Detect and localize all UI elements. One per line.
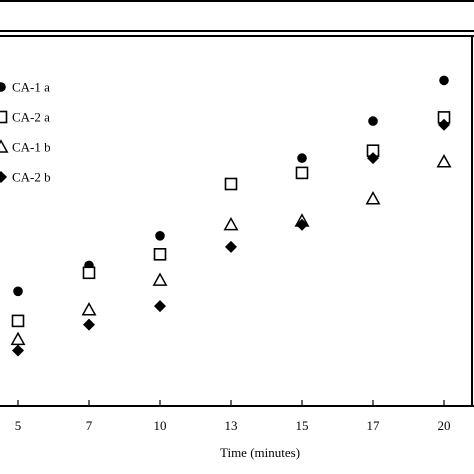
data-point xyxy=(365,191,381,205)
legend-label: CA-1 a xyxy=(12,80,50,95)
data-point xyxy=(368,116,378,126)
data-point xyxy=(225,240,237,253)
plot-frame xyxy=(0,35,474,407)
data-point xyxy=(82,266,96,280)
legend-marker xyxy=(0,82,6,92)
data-point xyxy=(12,344,24,357)
x-tick-label: 15 xyxy=(296,418,309,433)
x-tick-label: 10 xyxy=(154,418,167,433)
data-points xyxy=(10,75,452,357)
legend-item: CA-2 b xyxy=(0,170,51,185)
data-point xyxy=(11,314,25,328)
legend-marker xyxy=(0,110,8,124)
data-point xyxy=(436,154,452,168)
data-point xyxy=(154,300,166,313)
legend-label: CA-1 b xyxy=(12,140,51,155)
legend-label: CA-2 b xyxy=(12,170,51,185)
x-tick-label: 7 xyxy=(86,418,93,433)
legend-marker xyxy=(0,139,9,153)
data-point xyxy=(10,331,26,346)
title-strip xyxy=(0,0,474,32)
data-point xyxy=(295,166,309,180)
x-axis-ticks xyxy=(17,400,445,406)
legend-item: CA-1 a xyxy=(0,80,50,95)
data-point xyxy=(81,302,97,316)
data-point xyxy=(297,153,307,163)
x-axis-title: Time (minutes) xyxy=(220,445,300,460)
x-tick-label: 13 xyxy=(225,418,238,433)
data-point xyxy=(223,216,239,231)
data-point xyxy=(224,177,238,191)
x-axis-tick-labels: 5 7 10 13 15 17 20 xyxy=(15,418,451,433)
legend-marker xyxy=(0,171,7,183)
x-tick-label: 5 xyxy=(15,418,22,433)
data-point xyxy=(367,152,379,165)
data-point xyxy=(155,231,165,241)
legend: CA-1 a CA-2 a CA-1 b CA-2 b xyxy=(0,80,51,185)
data-point xyxy=(152,272,168,286)
data-point xyxy=(438,118,450,131)
legend-label: CA-2 a xyxy=(12,110,50,125)
x-tick-label: 17 xyxy=(367,418,381,433)
data-point xyxy=(296,218,308,231)
data-point xyxy=(83,318,95,331)
data-point xyxy=(13,286,23,297)
legend-item: CA-2 a xyxy=(0,110,50,125)
x-tick-label: 20 xyxy=(438,418,451,433)
data-point xyxy=(153,248,167,261)
data-point xyxy=(439,75,449,86)
legend-item: CA-1 b xyxy=(0,139,51,155)
